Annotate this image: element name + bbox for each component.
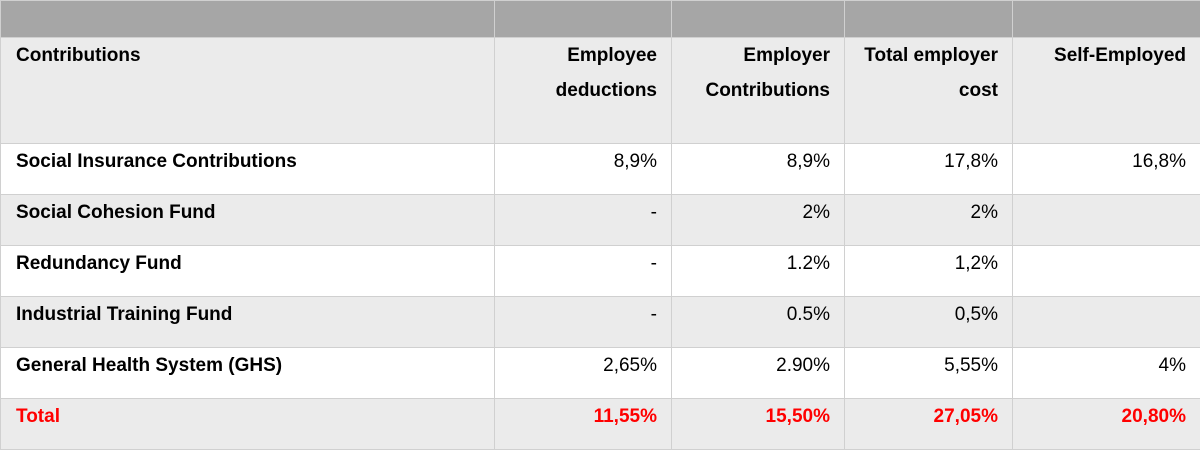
row-label: Industrial Training Fund xyxy=(0,296,495,348)
employer-contribution-cell: 2.90% xyxy=(671,347,845,399)
total-employer-cost: 27,05% xyxy=(844,398,1013,450)
employee-deduction-cell: 2,65% xyxy=(494,347,672,399)
total-label: Total xyxy=(0,398,495,450)
self-employed-cell xyxy=(1012,296,1200,348)
self-employed-cell: 4% xyxy=(1012,347,1200,399)
table-row: General Health System (GHS) 2,65% 2.90% … xyxy=(0,347,1200,399)
total-employer-cost-cell: 17,8% xyxy=(844,143,1013,195)
row-label: Social Insurance Contributions xyxy=(0,143,495,195)
self-employed-cell: 16,8% xyxy=(1012,143,1200,195)
employer-contribution-cell: 0.5% xyxy=(671,296,845,348)
table-row: Redundancy Fund - 1.2% 1,2% xyxy=(0,245,1200,297)
total-employer-cost-cell: 2% xyxy=(844,194,1013,246)
header-self-employed: Self-Employed xyxy=(1012,37,1200,144)
total-self-employed: 20,80% xyxy=(1012,398,1200,450)
table-row: Industrial Training Fund - 0.5% 0,5% xyxy=(0,296,1200,348)
self-employed-cell xyxy=(1012,194,1200,246)
employee-deduction-cell: 8,9% xyxy=(494,143,672,195)
self-employed-cell xyxy=(1012,245,1200,297)
table-total-row: Total 11,55% 15,50% 27,05% 20,80% xyxy=(0,398,1200,450)
table-top-bar xyxy=(0,0,1200,38)
total-employer-contributions: 15,50% xyxy=(671,398,845,450)
total-employer-cost-cell: 1,2% xyxy=(844,245,1013,297)
total-employer-cost-cell: 0,5% xyxy=(844,296,1013,348)
table-row: Social Insurance Contributions 8,9% 8,9%… xyxy=(0,143,1200,195)
total-employer-cost-cell: 5,55% xyxy=(844,347,1013,399)
header-employee-deductions: Employee deductions xyxy=(494,37,672,144)
employer-contribution-cell: 1.2% xyxy=(671,245,845,297)
row-label: Redundancy Fund xyxy=(0,245,495,297)
table-row: Social Cohesion Fund - 2% 2% xyxy=(0,194,1200,246)
header-contributions: Contributions xyxy=(0,37,495,144)
employer-contribution-cell: 2% xyxy=(671,194,845,246)
employer-contribution-cell: 8,9% xyxy=(671,143,845,195)
total-employee-deductions: 11,55% xyxy=(494,398,672,450)
header-employer-contributions: Employer Contributions xyxy=(671,37,845,144)
employee-deduction-cell: - xyxy=(494,296,672,348)
header-total-employer-cost: Total employer cost xyxy=(844,37,1013,144)
row-label: General Health System (GHS) xyxy=(0,347,495,399)
employee-deduction-cell: - xyxy=(494,245,672,297)
table-header-row: Contributions Employee deductions Employ… xyxy=(0,37,1200,144)
row-label: Social Cohesion Fund xyxy=(0,194,495,246)
employee-deduction-cell: - xyxy=(494,194,672,246)
